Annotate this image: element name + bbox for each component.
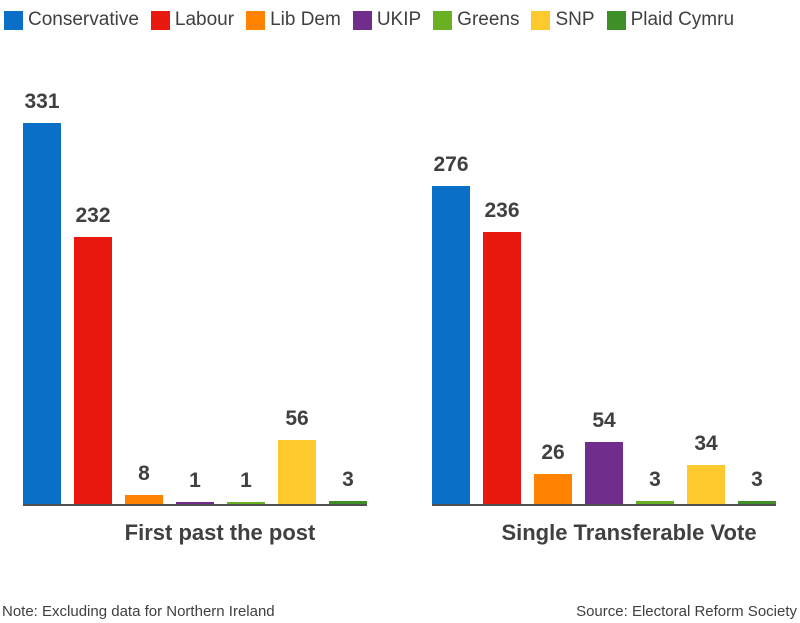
bar-lib-dem <box>125 495 163 504</box>
legend-swatch <box>150 10 170 30</box>
x-axis-line <box>432 504 776 506</box>
bar-ukip <box>585 442 623 504</box>
legend-item-snp: SNP <box>531 9 595 31</box>
bar-conservative <box>23 123 61 504</box>
bar-value-label: 276 <box>433 153 469 176</box>
bar-greens <box>227 502 265 504</box>
bar-labour <box>74 237 112 504</box>
legend-swatch <box>433 10 453 30</box>
bar-lib-dem <box>534 474 572 504</box>
bar-conservative <box>432 186 470 504</box>
bar-value-label: 236 <box>484 199 520 222</box>
legend-item-labour: Labour <box>150 9 235 31</box>
bar-labour <box>483 232 521 504</box>
legend-swatch <box>352 10 372 30</box>
legend-label: UKIP <box>376 9 422 30</box>
bar-value-label: 8 <box>138 462 150 485</box>
legend-item-lib-dem: Lib Dem <box>246 9 341 31</box>
bar-snp <box>278 440 316 504</box>
x-axis-line <box>23 504 367 506</box>
legend-swatch <box>606 10 626 30</box>
bar-value-label: 1 <box>240 469 252 492</box>
bar-greens <box>636 501 674 504</box>
legend-label: Greens <box>457 9 520 30</box>
legend: Conservative Labour Lib Dem UKIP Greens SNP Pl… <box>4 6 800 34</box>
legend-label: Labour <box>174 9 235 30</box>
bar-value-label: 331 <box>24 90 60 113</box>
bar-ukip <box>176 502 214 504</box>
footer-source: Source: Electoral Reform Society <box>576 603 797 620</box>
legend-label: Lib Dem <box>270 9 341 30</box>
bar-value-label: 3 <box>649 468 661 491</box>
bar-plaid-cymru <box>738 501 776 504</box>
legend-item-conservative: Conservative <box>4 9 139 31</box>
legend-swatch <box>531 10 551 30</box>
legend-label: Conservative <box>28 9 139 30</box>
bar-value-label: 3 <box>342 468 354 491</box>
legend-swatch <box>4 10 23 30</box>
bar-value-label: 26 <box>541 441 565 464</box>
bar-value-label: 56 <box>285 407 309 430</box>
bar-value-label: 54 <box>592 409 616 432</box>
chart-title: Single Transferable Vote <box>501 520 757 545</box>
legend-label: Plaid Cymru <box>630 9 735 30</box>
bar-value-label: 34 <box>694 432 718 455</box>
bar-plaid-cymru <box>329 501 367 504</box>
legend-swatch <box>246 10 266 30</box>
legend-item-greens: Greens <box>433 9 519 31</box>
bar-value-label: 232 <box>75 204 111 227</box>
bar-snp <box>687 465 725 504</box>
bar-value-label: 3 <box>751 468 763 491</box>
bar-value-label: 1 <box>189 469 201 492</box>
legend-item-plaid-cymru: Plaid Cymru <box>606 9 735 31</box>
legend-item-ukip: UKIP <box>352 9 422 31</box>
legend-label: SNP <box>555 9 595 30</box>
footer-note: Note: Excluding data for Northern Irelan… <box>2 603 275 620</box>
chart-title: First past the post <box>124 520 316 545</box>
